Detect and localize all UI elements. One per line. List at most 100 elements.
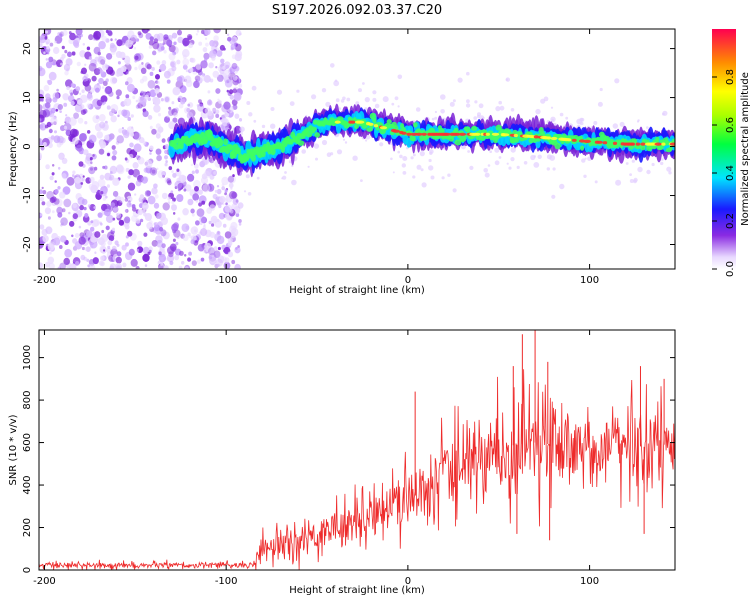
noise-blob	[540, 98, 546, 104]
noise-blob	[88, 62, 97, 72]
noise-blob	[127, 175, 131, 179]
noise-blob	[79, 133, 87, 142]
noise-blob	[45, 226, 53, 235]
noise-blob	[270, 107, 275, 111]
noise-blob	[139, 194, 145, 200]
noise-blob	[125, 81, 129, 86]
noise-blob	[207, 90, 211, 94]
noise-blob	[342, 138, 346, 141]
noise-blob	[177, 29, 182, 36]
noise-blob	[61, 208, 66, 213]
noise-blob	[204, 107, 211, 115]
noise-blob	[197, 259, 201, 264]
track-segment	[640, 144, 646, 151]
noise-blob	[168, 109, 175, 116]
noise-blob	[223, 101, 231, 110]
noise-blob	[111, 245, 117, 251]
noise-blob	[39, 138, 42, 142]
noise-blob	[144, 110, 148, 116]
noise-blob	[59, 191, 66, 199]
noise-blob	[49, 175, 54, 181]
noise-blob	[231, 259, 236, 265]
noise-blob	[88, 166, 96, 175]
noise-blob	[182, 234, 189, 242]
noise-blob	[211, 55, 216, 61]
noise-blob	[177, 97, 181, 101]
noise-blob	[234, 53, 242, 62]
noise-blob	[126, 195, 133, 203]
noise-blob	[80, 70, 84, 74]
noise-blob	[194, 163, 199, 169]
noise-blob	[86, 103, 91, 109]
noise-blob	[559, 112, 564, 117]
noise-blob	[50, 135, 55, 140]
noise-blob	[212, 107, 217, 112]
noise-blob	[533, 162, 540, 168]
noise-blob	[112, 227, 115, 231]
noise-blob	[41, 186, 44, 190]
noise-blob	[270, 123, 276, 129]
noise-blob	[144, 94, 149, 100]
track-peak	[350, 120, 356, 124]
noise-blob	[61, 45, 65, 50]
noise-blob	[164, 96, 170, 102]
noise-blob	[84, 121, 88, 125]
noise-blob	[447, 173, 451, 177]
noise-blob	[226, 122, 231, 127]
noise-blob	[183, 188, 187, 192]
noise-blob	[230, 221, 238, 230]
noise-blob	[71, 51, 76, 56]
snr-frame	[38, 329, 676, 571]
track-peak	[485, 132, 490, 136]
noise-blob	[213, 250, 221, 258]
noise-blob	[224, 112, 230, 118]
noise-blob	[194, 186, 199, 192]
noise-blob	[465, 103, 471, 108]
noise-blob	[482, 116, 485, 120]
track-peak	[367, 122, 374, 126]
track-peak	[669, 142, 675, 146]
noise-blob	[137, 157, 145, 165]
noise-blob	[99, 174, 105, 180]
noise-blob	[473, 116, 478, 120]
track-peak	[373, 124, 379, 128]
colorbar-gradient	[712, 29, 736, 269]
noise-blob	[291, 179, 297, 186]
noise-blob	[225, 64, 230, 69]
noise-blob	[105, 225, 110, 231]
noise-blob	[155, 148, 162, 155]
track-peak	[567, 138, 572, 142]
noise-blob	[99, 69, 104, 74]
noise-blob	[171, 170, 174, 174]
noise-blob	[134, 193, 137, 196]
noise-blob	[559, 183, 565, 190]
noise-blob	[140, 90, 145, 95]
noise-blob	[39, 65, 43, 72]
noise-blob	[211, 223, 215, 227]
noise-blob	[235, 199, 239, 203]
noise-blob	[397, 105, 400, 108]
noise-blob	[130, 132, 135, 137]
noise-blob	[143, 212, 147, 217]
noise-blob	[195, 33, 198, 36]
noise-blob	[195, 220, 200, 226]
noise-blob	[158, 113, 161, 117]
noise-blob	[232, 174, 235, 178]
noise-blob	[224, 257, 230, 263]
noise-blob	[168, 121, 176, 130]
noise-blob	[84, 247, 88, 251]
noise-blob	[202, 47, 208, 53]
noise-blob	[169, 260, 174, 266]
y-tick-label: 600	[22, 433, 33, 452]
noise-blob	[72, 213, 79, 220]
noise-blob	[168, 106, 172, 110]
noise-blob	[52, 97, 58, 103]
noise-blob	[364, 97, 370, 103]
noise-blob	[125, 39, 133, 48]
noise-blob	[194, 75, 201, 82]
noise-blob	[72, 137, 79, 145]
noise-blob	[187, 103, 191, 107]
noise-blob	[89, 157, 93, 161]
noise-blob	[100, 240, 106, 247]
noise-blob	[184, 254, 187, 257]
